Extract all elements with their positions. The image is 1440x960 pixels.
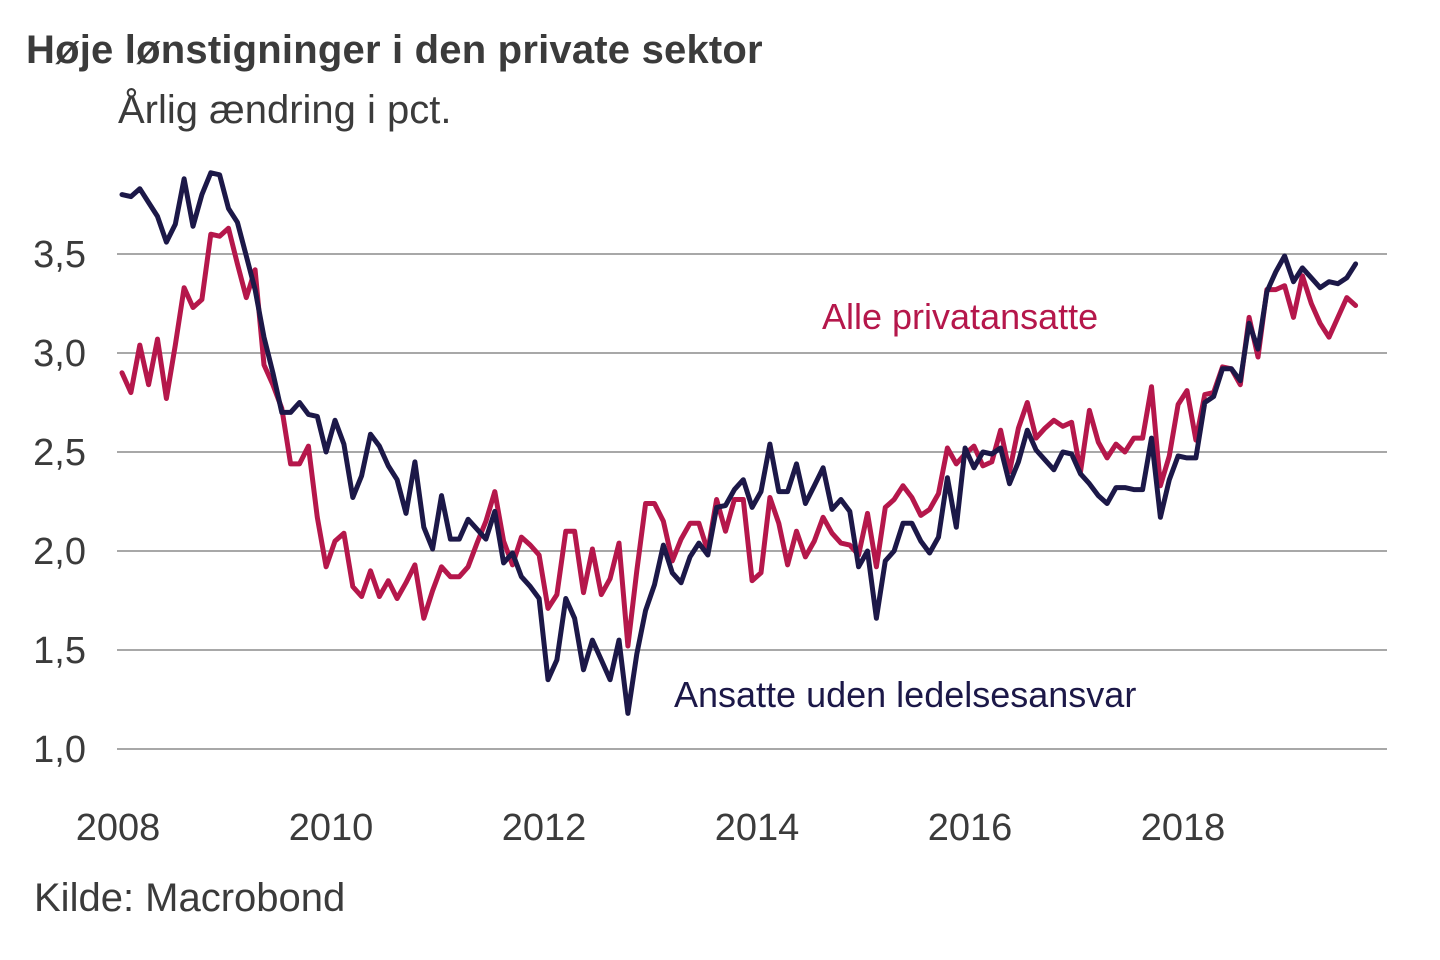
x-tick-label: 2014 (715, 807, 800, 849)
x-tick-label: 2012 (502, 807, 587, 849)
y-tick-label: 3,5 (33, 234, 86, 276)
y-tick-label: 3,0 (33, 333, 86, 375)
x-tick-label: 2008 (76, 807, 161, 849)
chart-title: Høje lønstigninger i den private sektor (26, 28, 763, 72)
series-label-ansatte-uden-ledelsesansvar: Ansatte uden ledelsesansvar (674, 674, 1136, 715)
series-line-ansatte-uden-ledelsesansvar (119, 170, 1359, 716)
y-axis: 1,0 1,5 2,0 2,5 3,0 3,5 (33, 234, 86, 771)
y-tick-label: 2,0 (33, 531, 86, 573)
series-label-alle-privatansatte: Alle privatansatte (822, 296, 1098, 337)
y-tick-label: 1,0 (33, 729, 86, 771)
y-tick-label: 1,5 (33, 630, 86, 672)
x-axis: 2008 2010 2012 2014 2016 2018 (76, 807, 1226, 849)
series-lines (119, 170, 1359, 716)
gridlines (117, 253, 1387, 750)
chart-subtitle: Årlig ændring i pct. (118, 88, 452, 132)
series-line-alle-privatansatte (119, 225, 1359, 649)
y-tick-label: 2,5 (33, 432, 86, 474)
source-note: Kilde: Macrobond (34, 876, 346, 920)
x-tick-label: 2018 (1141, 807, 1226, 849)
x-tick-label: 2010 (289, 807, 374, 849)
x-tick-label: 2016 (928, 807, 1013, 849)
